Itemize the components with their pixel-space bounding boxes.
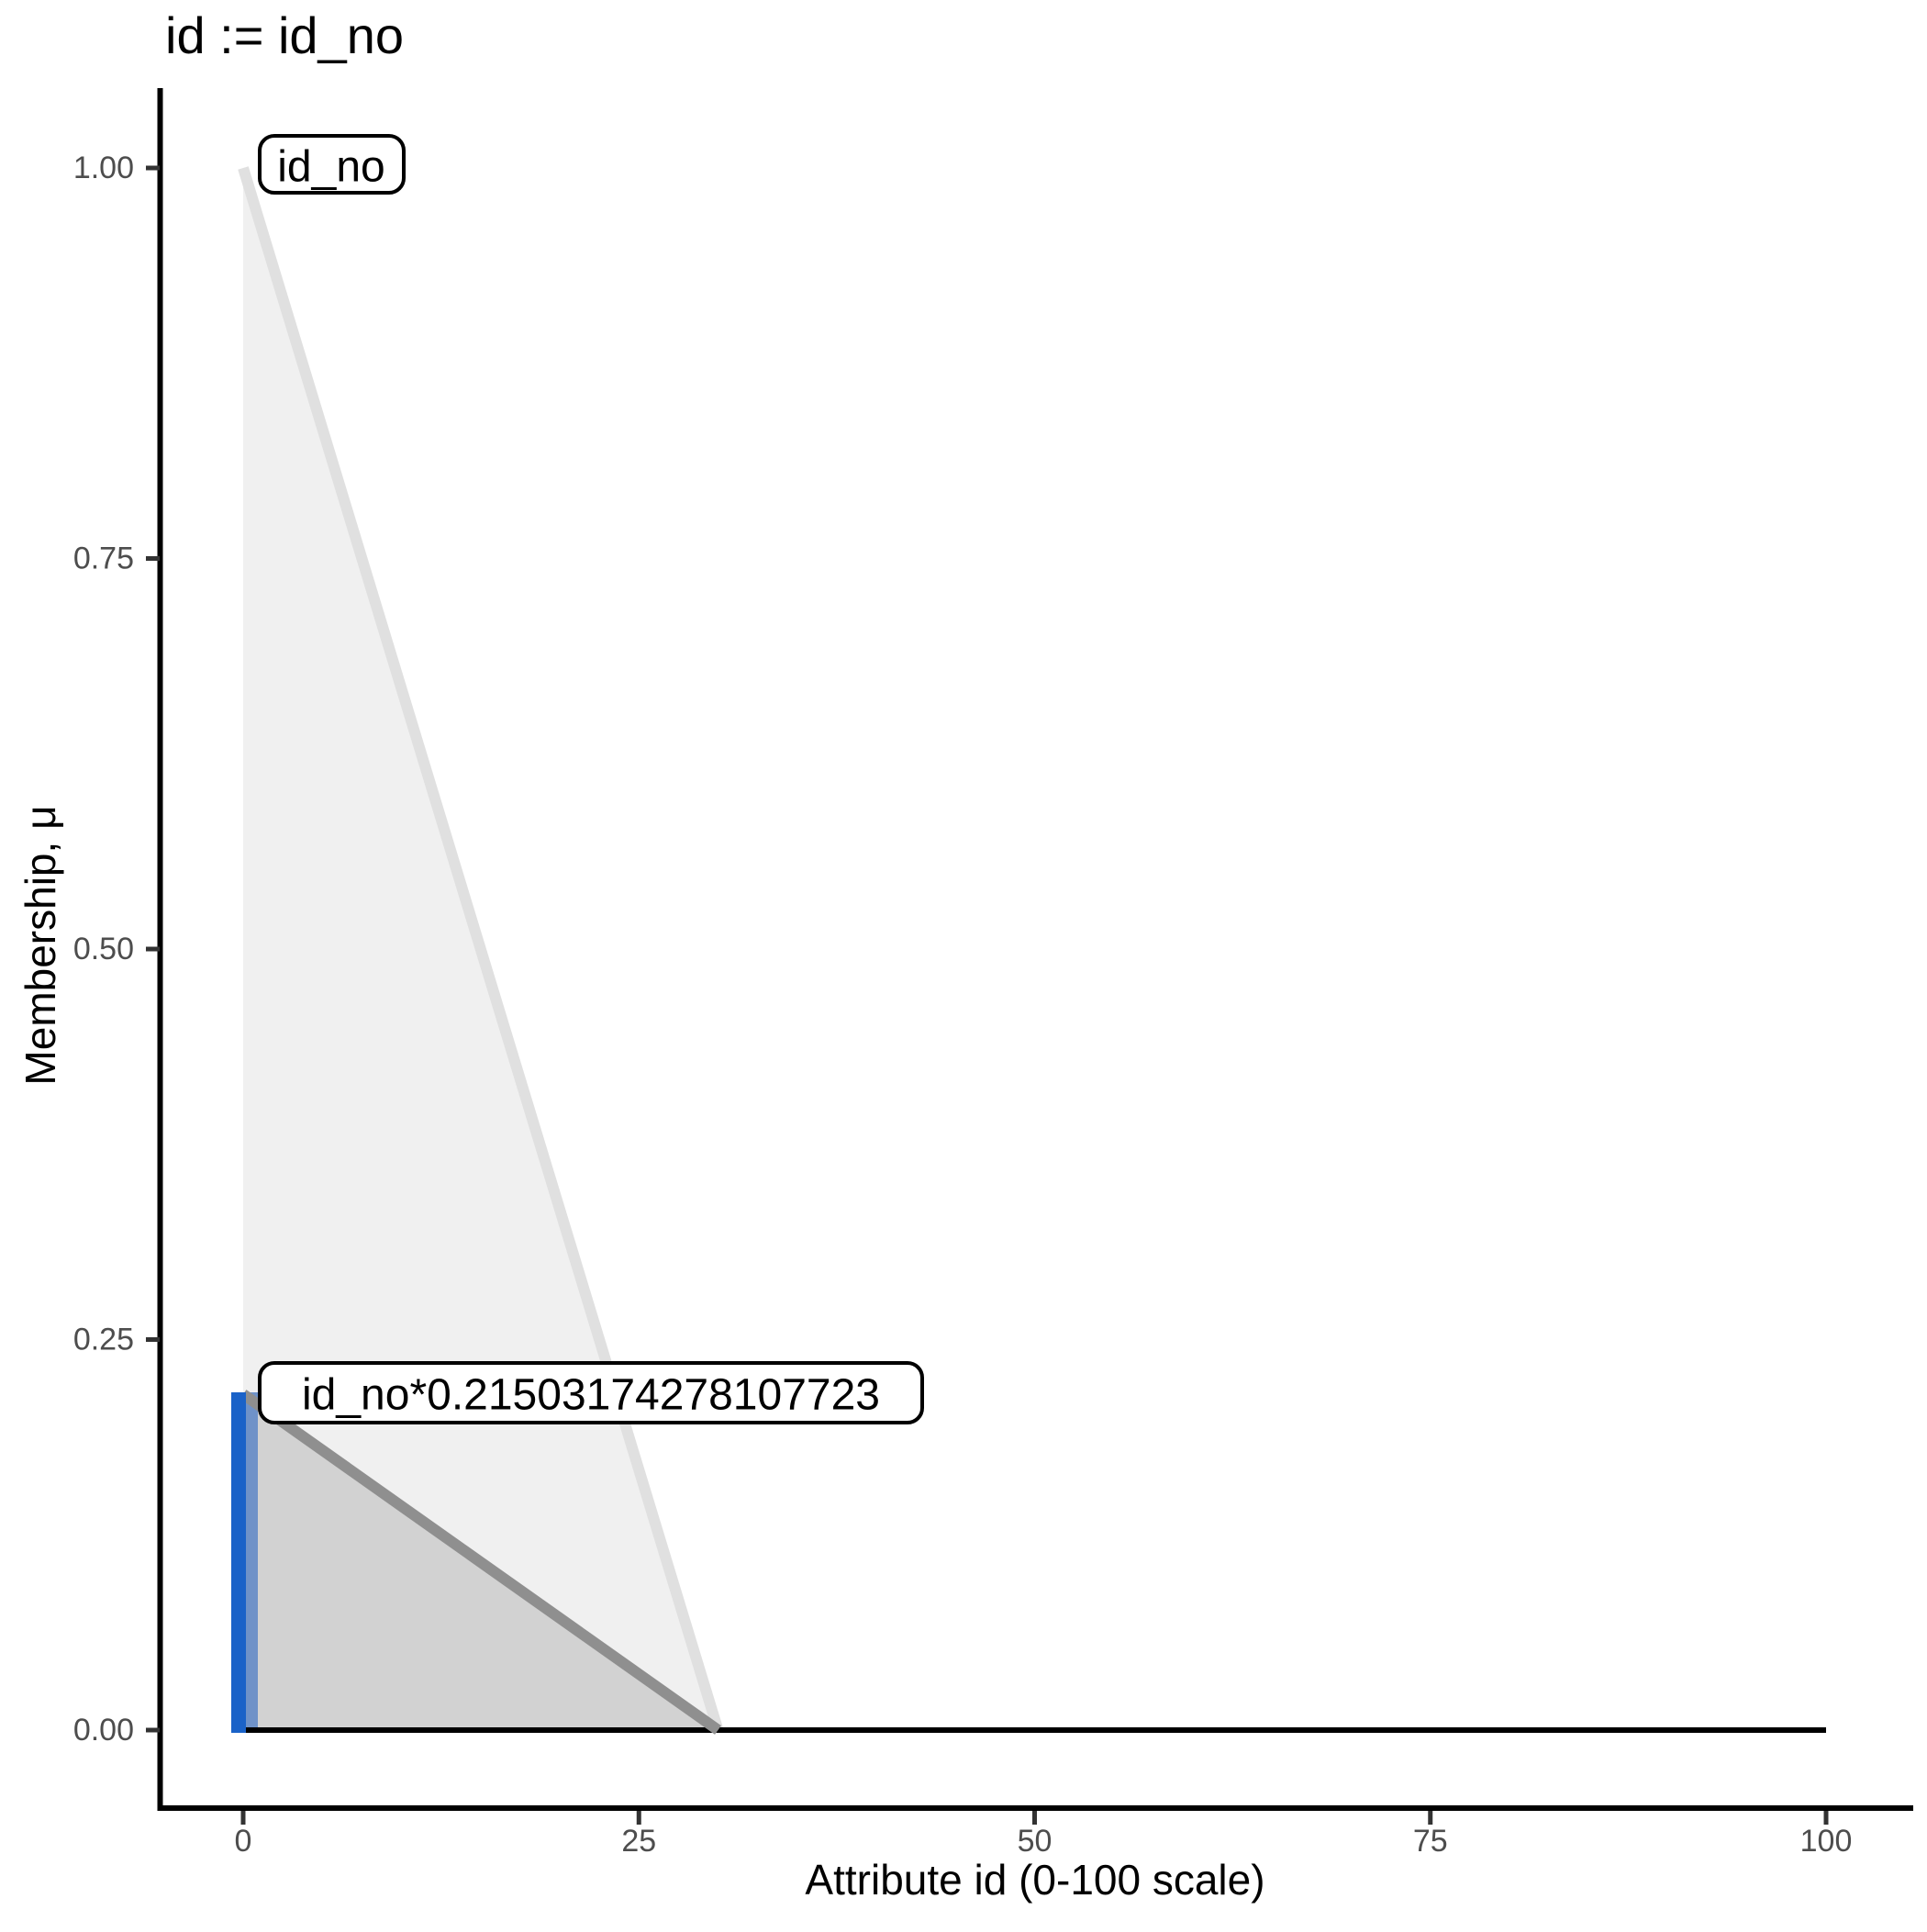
x-tick-label-75: 75 [1413, 1824, 1448, 1859]
y-tick-label-0.25: 0.25 [73, 1323, 134, 1357]
y-axis-title: Membership, μ [17, 805, 64, 1085]
y-tick-label-0: 0.00 [73, 1713, 134, 1748]
y-tick-label-1: 1.00 [73, 151, 134, 185]
plot-title: id := id_no [165, 6, 404, 64]
series-layer [231, 166, 1826, 1735]
y-axis-ticks: 0.00 0.25 0.50 0.75 1.00 [73, 151, 160, 1748]
x-axis-ticks: 0 25 50 75 100 [235, 1811, 1853, 1859]
annotation-set-label: id_no [258, 134, 406, 195]
x-tick-label-100: 100 [1800, 1824, 1853, 1859]
x-tick-label-25: 25 [621, 1824, 656, 1859]
x-tick-label-0: 0 [235, 1824, 252, 1859]
annotation-set-box [258, 134, 406, 195]
y-tick-label-0.5: 0.50 [73, 932, 134, 966]
annotation-scaled-set-box [258, 1361, 924, 1424]
x-axis-title: Attribute id (0-100 scale) [805, 1856, 1264, 1904]
fuzzy-edge-id_no [238, 166, 724, 1732]
x-tick-label-50: 50 [1018, 1824, 1053, 1859]
annotation-scaled-set-text: id_no*0.21503174278107723 [302, 1371, 880, 1420]
annotation-scaled-set-label: id_no*0.21503174278107723 [258, 1361, 924, 1424]
y-tick-label-0.75: 0.75 [73, 542, 134, 576]
annotation-set-text: id_no [277, 143, 384, 192]
fuzzy-area-id_no_scaled-top [243, 1394, 1826, 1730]
fuzzy-edge-id_no_scaled [239, 1390, 721, 1735]
